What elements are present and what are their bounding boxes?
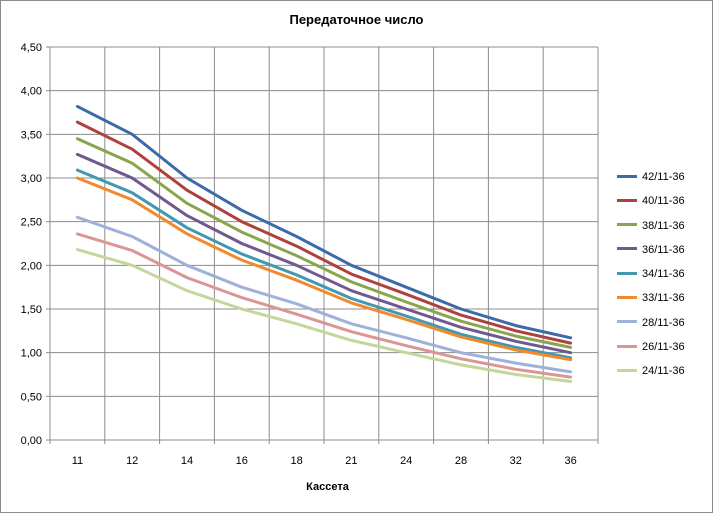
- legend-swatch: [617, 344, 637, 348]
- legend-swatch: [617, 320, 637, 324]
- series-line: [75, 232, 573, 379]
- y-tick-label: 1,00: [21, 348, 42, 360]
- legend-item: 33/11-36: [617, 286, 709, 310]
- y-tick-label: 3,50: [21, 129, 42, 141]
- series-line: [75, 248, 573, 383]
- legend-swatch: [617, 198, 637, 202]
- x-tick-label: 12: [126, 455, 138, 467]
- x-tick-label: 28: [455, 455, 467, 467]
- x-tick-labels: 11 12 14 16 18 21 24 28 32 36: [72, 455, 577, 467]
- series-line: [75, 168, 573, 360]
- legend-item: 42/11-36: [617, 165, 709, 189]
- y-tick-label: 0,00: [21, 435, 42, 447]
- x-tick-label: 24: [400, 455, 412, 467]
- legend-label: 26/11-36: [642, 341, 685, 354]
- series-line: [75, 152, 573, 355]
- legend-label: 38/11-36: [642, 219, 685, 232]
- legend-swatch: [617, 271, 637, 275]
- legend-swatch: [617, 174, 637, 178]
- y-tick-label: 0,50: [21, 391, 42, 403]
- y-tick-label: 1,50: [21, 304, 42, 316]
- y-tick-label: 4,50: [21, 42, 42, 54]
- legend-item: 34/11-36: [617, 262, 709, 286]
- series-lines: [75, 104, 573, 383]
- legend: 42/11-36 40/11-36 38/11-36 36/11-36 34/11-36…: [617, 165, 709, 384]
- x-tick-label: 16: [236, 455, 248, 467]
- legend-item: 36/11-36: [617, 238, 709, 262]
- legend-label: 33/11-36: [642, 292, 685, 305]
- x-tick-label: 11: [72, 455, 83, 467]
- x-tick-label: 32: [510, 455, 522, 467]
- legend-label: 40/11-36: [642, 195, 685, 208]
- legend-label: 42/11-36: [642, 171, 685, 183]
- x-tick-label: 18: [290, 455, 302, 467]
- series-line: [75, 137, 573, 349]
- legend-item: 38/11-36: [617, 214, 709, 238]
- legend-swatch: [617, 247, 637, 251]
- legend-swatch: [617, 296, 637, 300]
- legend-label: 36/11-36: [642, 243, 685, 256]
- series-line: [75, 176, 573, 362]
- y-tick-label: 3,00: [21, 173, 42, 185]
- y-tick-label: 2,50: [21, 217, 42, 229]
- legend-item: 24/11-36: [617, 359, 709, 383]
- x-tick-label: 14: [181, 455, 193, 467]
- legend-swatch: [617, 368, 637, 372]
- legend-item: 28/11-36: [617, 311, 709, 335]
- series-line: [75, 104, 573, 340]
- gridlines: [50, 46, 599, 440]
- chart-title: Передаточное число: [289, 12, 424, 27]
- y-tick-label: 4,00: [21, 86, 42, 98]
- y-tick-labels: 0,00 0,50 1,00 1,50 2,00 2,50 3,00 3,50 4,00 4,50: [21, 42, 42, 447]
- legend-swatch: [617, 223, 637, 227]
- y-tick-label: 2,00: [21, 260, 42, 272]
- legend-label: 24/11-36: [642, 365, 685, 378]
- x-tick-label: 36: [564, 455, 576, 467]
- x-tick-label: 21: [345, 455, 357, 467]
- series-line: [75, 120, 573, 345]
- legend-item: 40/11-36: [617, 189, 709, 213]
- legend-label: 28/11-36: [642, 316, 685, 329]
- x-axis-title: Кассета: [306, 481, 349, 493]
- series-line: [75, 215, 573, 374]
- axes: [46, 46, 599, 444]
- legend-item: 26/11-36: [617, 335, 709, 359]
- legend-label: 34/11-36: [642, 268, 685, 281]
